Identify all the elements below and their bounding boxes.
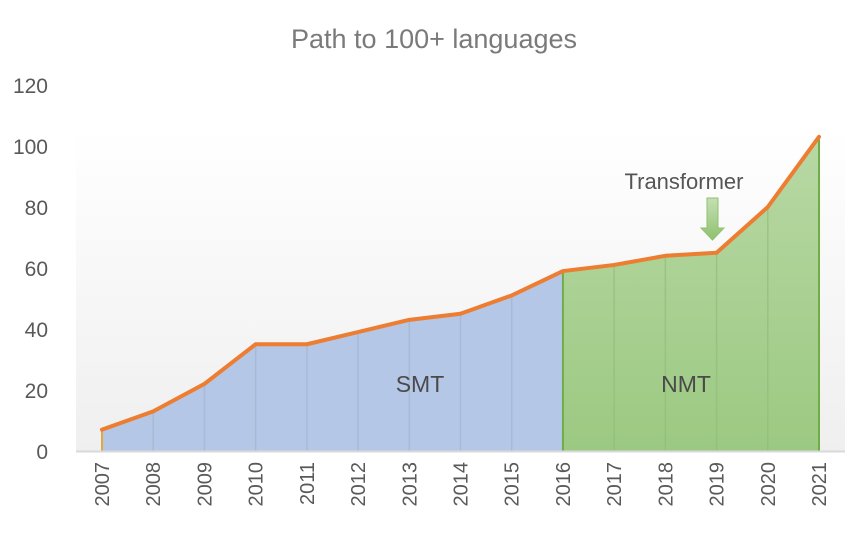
y-tick-label: 0 [36, 441, 48, 464]
x-tick-label: 2018 [655, 462, 677, 507]
y-tick-label: 120 [13, 75, 48, 98]
x-tick-label: 2014 [451, 462, 473, 507]
x-tick-label: 2007 [92, 462, 114, 507]
transformer-annotation: Transformer [625, 169, 744, 194]
x-axis: 2007 2008 2009 2010 2011 2012 2013 2014 2015 2016… [92, 462, 831, 507]
x-tick-label: 2019 [707, 462, 729, 507]
chart-title: Path to 100+ languages [291, 24, 577, 54]
x-tick-label: 2016 [553, 462, 575, 507]
y-tick-label: 80 [25, 197, 48, 220]
vertical-dividers [101, 136, 820, 451]
nmt-area [562, 136, 819, 451]
y-tick-label: 100 [13, 136, 48, 159]
y-tick-label: 20 [25, 380, 48, 403]
x-tick-label: 2010 [246, 462, 268, 507]
x-tick-label: 2009 [194, 462, 216, 507]
x-tick-label: 2021 [809, 462, 831, 507]
x-tick-label: 2013 [399, 462, 421, 507]
x-tick-label: 2015 [502, 462, 524, 507]
language-count-line [100, 134, 821, 432]
x-tick-label: 2008 [143, 462, 165, 507]
y-tick-label: 40 [25, 319, 48, 342]
y-axis: 0 20 40 60 80 100 120 [13, 75, 48, 464]
y-tick-label: 60 [25, 258, 48, 281]
down-arrow-icon [699, 197, 726, 241]
x-tick-label: 2017 [604, 462, 626, 507]
x-tick-label: 2012 [348, 462, 370, 507]
nmt-label: NMT [661, 371, 711, 397]
smt-label: SMT [396, 371, 445, 397]
x-tick-label: 2020 [758, 462, 780, 507]
x-tick-label: 2011 [297, 462, 319, 505]
